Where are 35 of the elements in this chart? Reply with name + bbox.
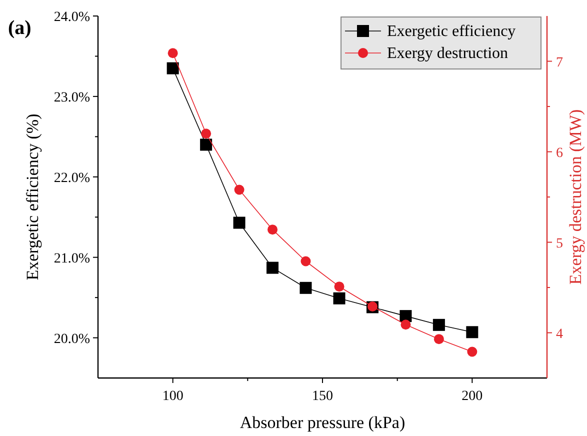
y-tick-label: 21.0% xyxy=(54,251,90,266)
point xyxy=(467,346,478,357)
y-tick-label: 24.0% xyxy=(54,10,90,25)
point xyxy=(200,138,212,151)
y-axis-title: Exergetic efficiency (%) xyxy=(23,114,42,280)
point xyxy=(201,128,212,139)
point xyxy=(268,224,278,235)
point xyxy=(300,256,311,266)
y-tick-label: 23.0% xyxy=(54,90,90,106)
point xyxy=(300,282,312,294)
y-tick-label: 20.0% xyxy=(54,332,90,347)
point xyxy=(168,48,178,58)
y2-axis-title: Exergy destruction (MW) xyxy=(566,109,585,285)
text: (a) xyxy=(8,17,32,39)
point xyxy=(266,262,279,274)
point xyxy=(166,62,179,74)
x-tick-label: 150 xyxy=(312,389,333,404)
point xyxy=(334,282,344,292)
point xyxy=(400,320,411,330)
point xyxy=(434,334,444,344)
point xyxy=(233,216,246,229)
point xyxy=(333,292,346,304)
y2-tick-label: 6 xyxy=(556,146,563,161)
y-tick-label: 22.0% xyxy=(54,170,90,186)
legend-label: Exergy destruction xyxy=(387,45,508,62)
point xyxy=(466,326,478,338)
point xyxy=(234,184,244,195)
x-axis-title: Absorber pressure (kPa) xyxy=(240,413,406,432)
legend-label: Exergetic efficiency xyxy=(387,23,516,40)
y2-tick-label: 7 xyxy=(556,55,563,70)
y2-tick-label: 5 xyxy=(556,236,563,252)
point xyxy=(432,318,445,331)
y2-tick-label: 4 xyxy=(556,326,563,342)
x-tick-label: 200 xyxy=(462,389,483,404)
x-tick-label: 100 xyxy=(162,389,184,404)
